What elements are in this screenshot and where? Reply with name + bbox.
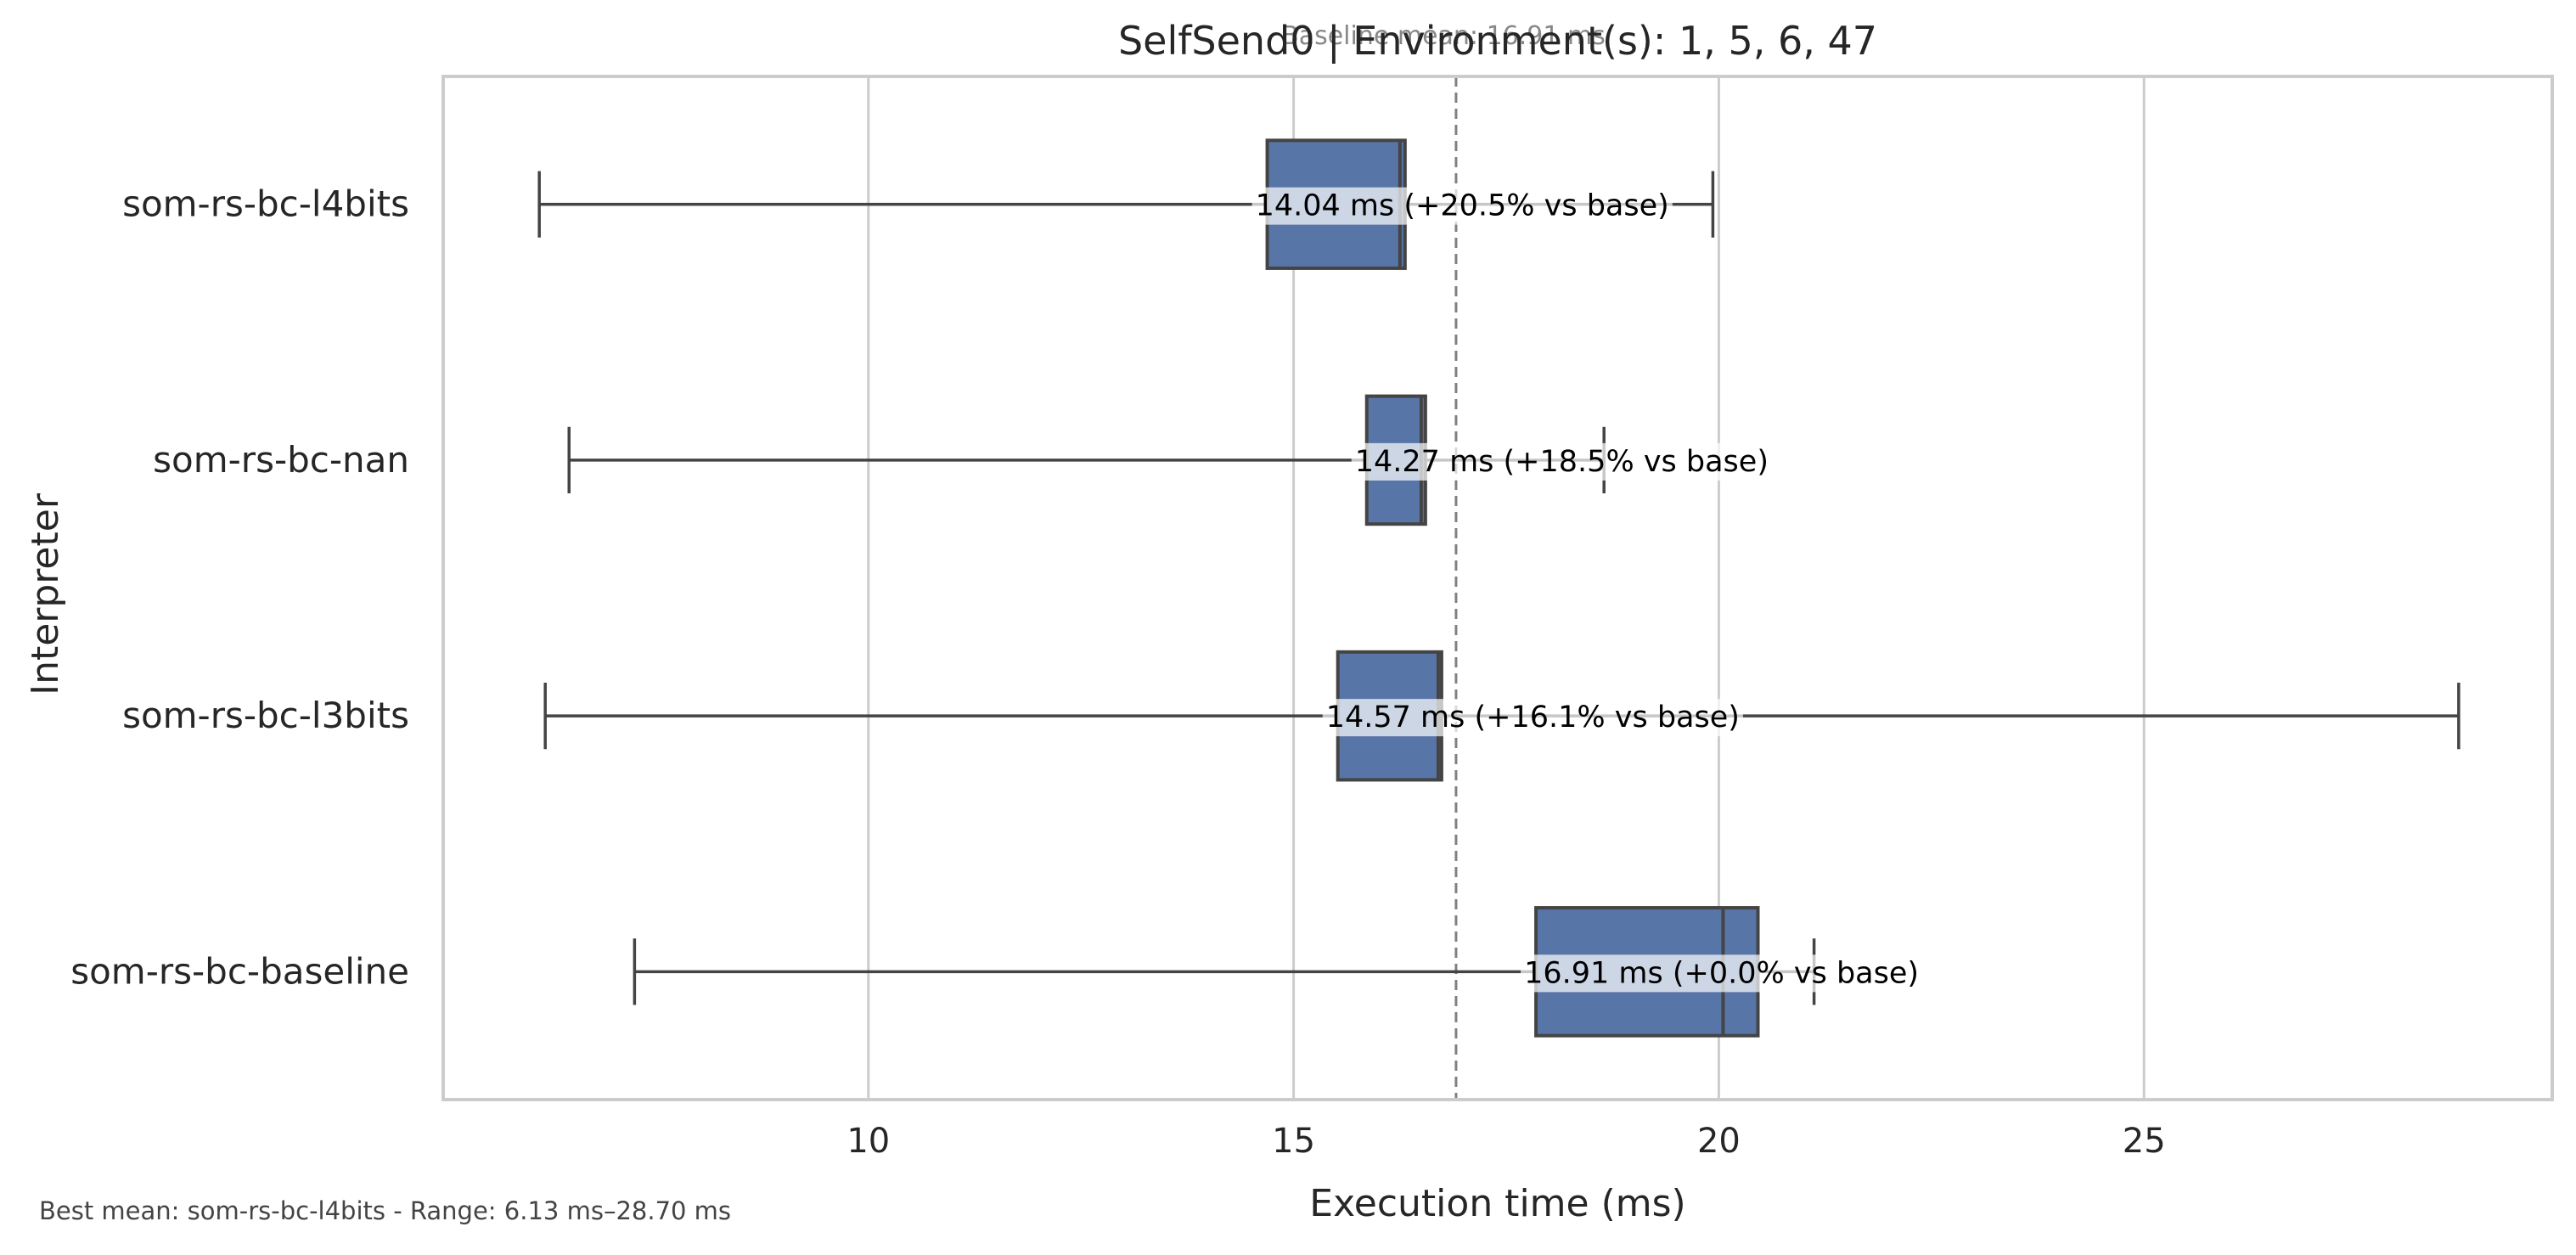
- mean-annotation-text: 14.04 ms (+20.5% vs base): [1256, 189, 1669, 223]
- x-axis-label: Execution time (ms): [1309, 1182, 1685, 1225]
- x-tick-labels: 10 15 20 25: [846, 1122, 2165, 1161]
- footnote: Best mean: som-rs-bc-l4bits - Range: 6.1…: [39, 1196, 731, 1225]
- mean-annotation-background: [1251, 187, 1673, 225]
- mean-annotation-background: [1322, 699, 1743, 737]
- y-tick-label: som-rs-bc-l3bits: [122, 695, 409, 736]
- plot-frame: [442, 75, 2554, 1101]
- annotation-layer: 14.04 ms (+20.5% vs base) 14.27 ms (+18.5…: [1251, 187, 1923, 993]
- chart-title: SelfSend0 | Environment(s): 1, 5, 6, 47: [1118, 18, 1877, 65]
- y-tick-label: som-rs-bc-l4bits: [122, 183, 409, 225]
- x-tick-label: 20: [1697, 1122, 1741, 1161]
- y-axis-label: Interpreter: [24, 492, 67, 695]
- mean-annotation: 14.57 ms (+16.1% vs base): [1322, 699, 1743, 737]
- mean-annotation: 16.91 ms (+0.0% vs base): [1521, 954, 1923, 993]
- x-tick-label: 15: [1272, 1122, 1315, 1161]
- x-tick-label: 25: [2123, 1122, 2166, 1161]
- mean-annotation-background: [1521, 954, 1923, 993]
- mean-annotation: 14.27 ms (+18.5% vs base): [1351, 442, 1772, 481]
- y-tick-labels: som-rs-bc-l4bits som-rs-bc-nan som-rs-bc-l…: [70, 183, 409, 993]
- mean-annotation-background: [1351, 442, 1772, 481]
- mean-annotation-text: 14.27 ms (+18.5% vs base): [1355, 445, 1769, 479]
- mean-annotation: 14.04 ms (+20.5% vs base): [1251, 187, 1673, 225]
- mean-annotation-text: 14.57 ms (+16.1% vs base): [1326, 701, 1740, 734]
- y-tick-label: som-rs-bc-nan: [153, 439, 409, 481]
- baseline-note: Baseline mean: 16.91 ms: [1281, 21, 1606, 51]
- mean-annotation-text: 16.91 ms (+0.0% vs base): [1524, 956, 1919, 990]
- y-tick-label: som-rs-bc-baseline: [70, 950, 409, 992]
- x-tick-label: 10: [846, 1122, 890, 1161]
